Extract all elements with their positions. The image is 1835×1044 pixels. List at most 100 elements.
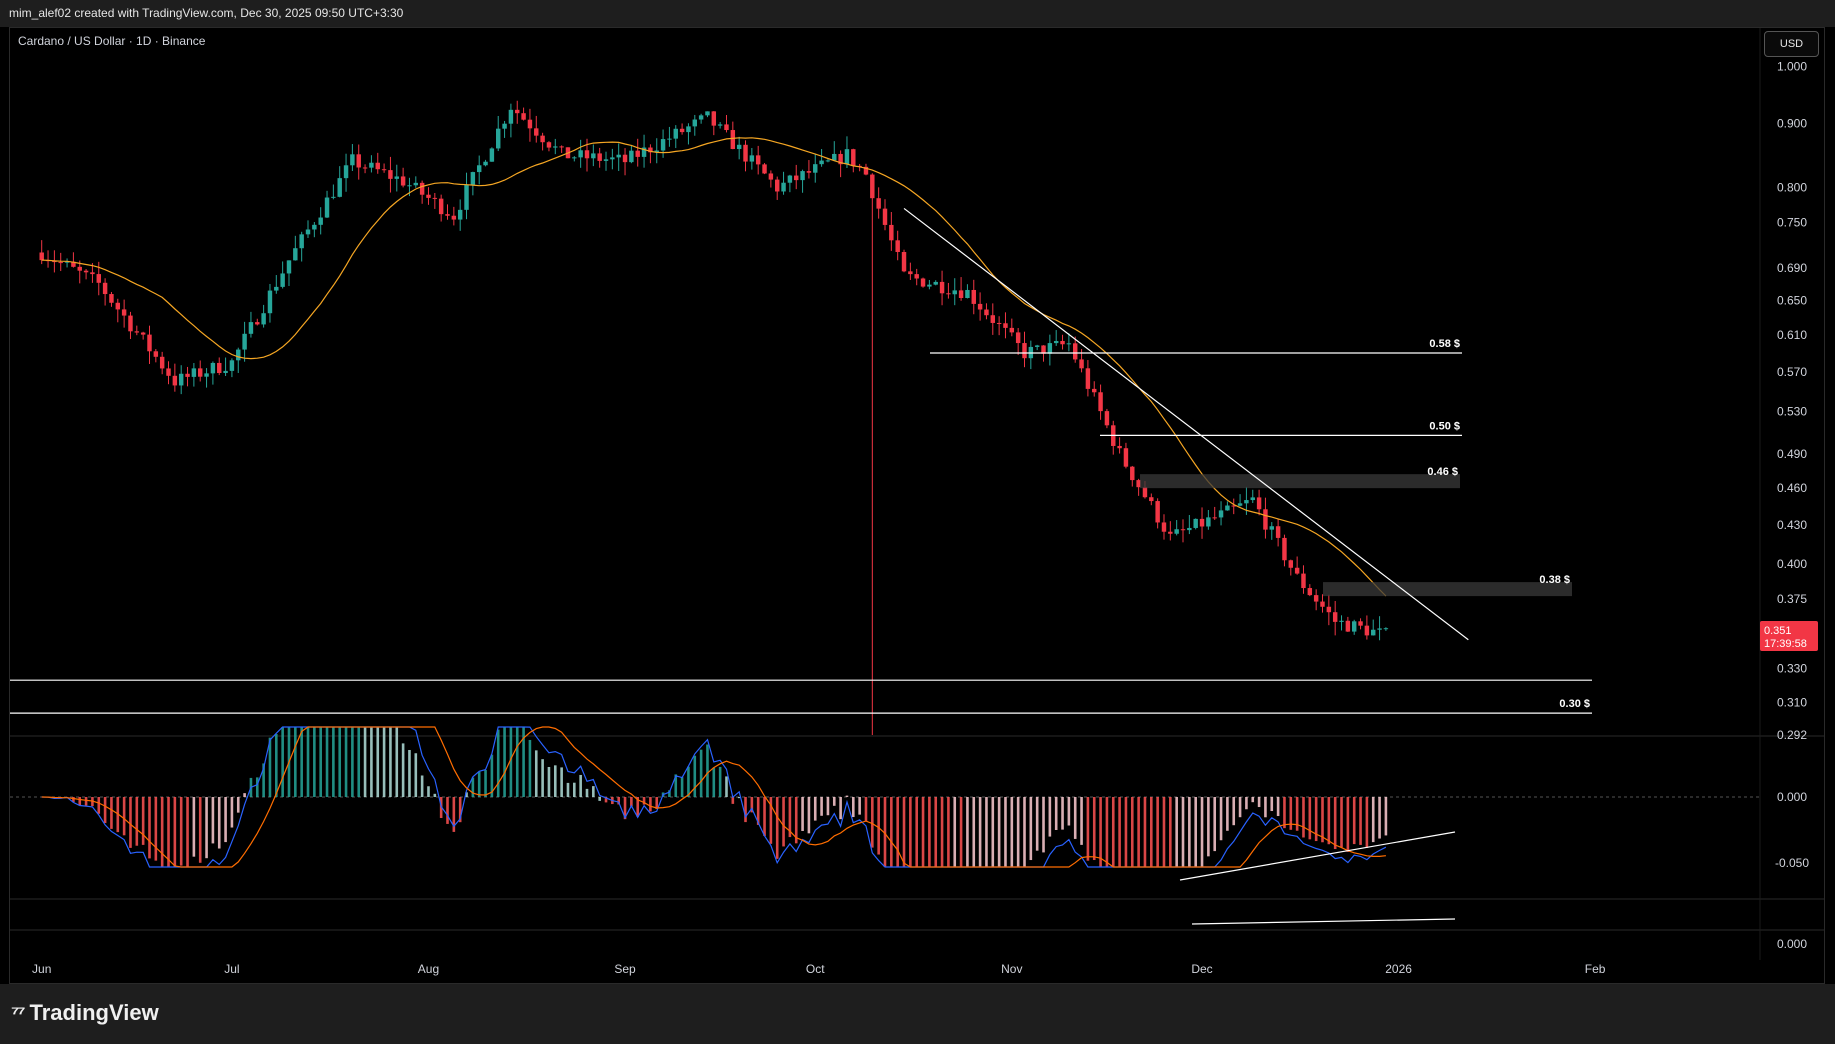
candle (591, 144, 596, 167)
candle (730, 121, 736, 150)
candle-body (489, 148, 495, 162)
candle (736, 136, 742, 160)
candle (350, 144, 355, 172)
price-level: 0.38 $ (1323, 574, 1572, 597)
macd-histogram-bar (198, 797, 202, 863)
level-label: 0.38 $ (1539, 574, 1570, 586)
candle-body (1269, 526, 1274, 530)
candle-body (1174, 529, 1179, 534)
candle (1085, 360, 1091, 397)
chart-caption: mim_alef02 created with TradingView.com,… (9, 6, 404, 20)
candle (946, 282, 951, 299)
candle-body (147, 334, 152, 352)
candle (806, 160, 812, 179)
candle (178, 365, 184, 395)
candle-body (901, 252, 907, 272)
macd-histogram-bar (1226, 797, 1229, 831)
macd-histogram-bar (484, 770, 487, 797)
macd-divergence-trendline (1179, 831, 1456, 881)
level-lines: 0.58 $ 0.50 $ 0.46 $ 0.38 $ 0.30 $ (10, 338, 1592, 714)
macd-histogram-bar (1010, 797, 1014, 867)
candle-body (1149, 497, 1154, 502)
currency-button[interactable]: USD (1764, 31, 1819, 57)
candle-body (388, 170, 393, 179)
candle (933, 280, 938, 286)
y-tick-label: 0.460 (1777, 481, 1807, 495)
macd-histogram-bar (294, 727, 297, 797)
candle (1187, 514, 1192, 535)
candle-body (806, 171, 812, 173)
candle (1377, 616, 1382, 641)
candle (1174, 520, 1179, 536)
x-axis: Jun Jul Aug Sep Oct Nov Dec 2026 Feb (32, 962, 1606, 976)
macd-histogram-bar (458, 797, 462, 823)
macd-histogram-bar (820, 797, 823, 816)
candle-body (794, 175, 799, 181)
candle-body (654, 150, 659, 153)
candle (521, 107, 526, 121)
candle (102, 278, 108, 306)
candle (204, 368, 209, 388)
candle-body (736, 144, 742, 150)
tradingview-brand[interactable]: ⁷⁷ TradingView (11, 1000, 159, 1026)
candle-body (331, 196, 336, 198)
candle-body (521, 113, 526, 120)
candle-body (933, 281, 938, 285)
candle (749, 147, 755, 170)
candle-body (1142, 487, 1148, 498)
macd-histogram-bar (1340, 797, 1343, 848)
macd-histogram-bar (845, 795, 849, 797)
candle-body (743, 144, 748, 162)
candle (400, 167, 406, 188)
candle-body (508, 109, 514, 124)
macd-histogram-bar (84, 797, 88, 806)
candle (159, 351, 165, 375)
macd-histogram-bar (801, 797, 804, 831)
candle-body (800, 171, 805, 181)
candle (654, 138, 659, 164)
candle (660, 129, 666, 158)
candle-body (1339, 620, 1344, 622)
macd-histogram-bar (1346, 797, 1350, 852)
x-tick-label: Jul (224, 962, 239, 976)
price-level: 0.58 $ (930, 338, 1462, 354)
symbol-title[interactable]: Cardano / US Dollar · 1D · Binance (18, 34, 206, 48)
macd-histogram-bar (560, 767, 563, 797)
candle-body (1053, 340, 1059, 344)
candle-body (274, 286, 279, 291)
candle-body (622, 154, 628, 163)
candle (996, 316, 1002, 336)
candle (762, 163, 767, 175)
macd-histogram-bar (262, 763, 265, 797)
macd-histogram-bar (496, 729, 500, 797)
candle-body (369, 162, 374, 168)
candle-body (267, 290, 273, 314)
candle-body (166, 368, 171, 376)
candle-body (1231, 505, 1236, 507)
macd-histogram-bar (446, 797, 449, 824)
macd-histogram-bar (883, 797, 887, 867)
macd-histogram-bar (940, 797, 944, 867)
candle (134, 325, 140, 336)
candle (920, 277, 926, 288)
candle-body (305, 229, 311, 235)
candle (242, 321, 247, 362)
macd-histogram-bar (1035, 797, 1039, 851)
candle (1212, 506, 1217, 520)
candle (1231, 498, 1236, 515)
macd-histogram-bar (1073, 797, 1077, 839)
candle (1066, 333, 1072, 352)
candle-body (1003, 323, 1008, 328)
candle-body (597, 153, 602, 161)
candle-body (172, 375, 178, 386)
macd-histogram-bar (744, 797, 747, 823)
candle (337, 166, 342, 198)
macd-histogram-bar (573, 782, 576, 797)
macd-histogram-bar (851, 797, 855, 818)
candle (1180, 519, 1186, 543)
macd-histogram-bar (528, 739, 532, 797)
macd-histogram-bar (243, 793, 246, 797)
macd-histogram-bar (503, 727, 506, 797)
candle (464, 172, 469, 220)
